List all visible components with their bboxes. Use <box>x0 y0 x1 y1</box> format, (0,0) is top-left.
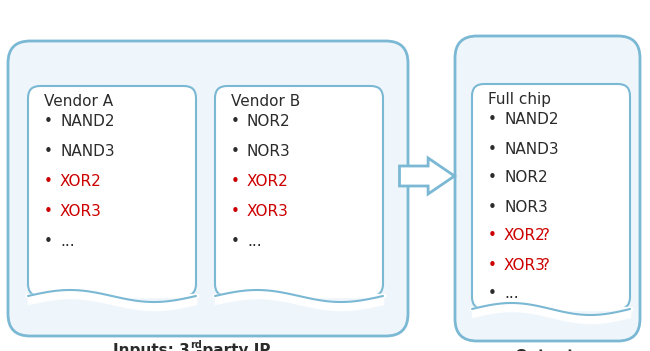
Text: •: • <box>488 229 497 244</box>
FancyBboxPatch shape <box>215 86 383 296</box>
Text: ...: ... <box>504 286 519 302</box>
Text: •: • <box>231 174 240 190</box>
Text: •: • <box>488 113 497 127</box>
Text: •: • <box>488 286 497 302</box>
Text: NAND3: NAND3 <box>504 141 558 157</box>
Text: •: • <box>44 234 53 250</box>
Text: NOR3: NOR3 <box>247 145 291 159</box>
Text: NOR2: NOR2 <box>504 171 547 185</box>
FancyBboxPatch shape <box>472 84 630 309</box>
Text: ...: ... <box>247 234 261 250</box>
Text: •: • <box>488 258 497 272</box>
Text: rd: rd <box>190 340 202 350</box>
Text: XOR3: XOR3 <box>504 258 546 272</box>
Text: NAND2: NAND2 <box>60 114 114 130</box>
Text: •: • <box>231 205 240 219</box>
Text: XOR3: XOR3 <box>247 205 289 219</box>
Text: •: • <box>488 171 497 185</box>
Text: •: • <box>231 114 240 130</box>
FancyBboxPatch shape <box>455 36 640 341</box>
Text: ...: ... <box>60 234 75 250</box>
Text: •: • <box>488 199 497 214</box>
Text: NOR3: NOR3 <box>504 199 548 214</box>
Text: Vendor A: Vendor A <box>44 94 113 109</box>
Text: XOR2: XOR2 <box>60 174 102 190</box>
Text: ?: ? <box>537 258 550 272</box>
Text: •: • <box>231 234 240 250</box>
Text: Vendor B: Vendor B <box>231 94 300 109</box>
Text: Output:: Output: <box>514 350 581 351</box>
FancyBboxPatch shape <box>8 41 408 336</box>
Text: •: • <box>44 205 53 219</box>
Text: NOR2: NOR2 <box>247 114 291 130</box>
Text: ?: ? <box>537 229 550 244</box>
FancyBboxPatch shape <box>28 86 196 296</box>
Text: •: • <box>44 174 53 190</box>
Polygon shape <box>400 158 454 194</box>
Text: XOR2: XOR2 <box>247 174 289 190</box>
Text: XOR2: XOR2 <box>504 229 546 244</box>
Text: •: • <box>231 145 240 159</box>
Text: •: • <box>488 141 497 157</box>
Text: Full chip: Full chip <box>488 92 551 107</box>
Text: NAND2: NAND2 <box>504 113 558 127</box>
Text: Inputs: 3: Inputs: 3 <box>113 343 190 351</box>
Text: •: • <box>44 145 53 159</box>
Text: •: • <box>44 114 53 130</box>
Text: NAND3: NAND3 <box>60 145 114 159</box>
Text: -party IP: -party IP <box>196 343 270 351</box>
Text: XOR3: XOR3 <box>60 205 102 219</box>
